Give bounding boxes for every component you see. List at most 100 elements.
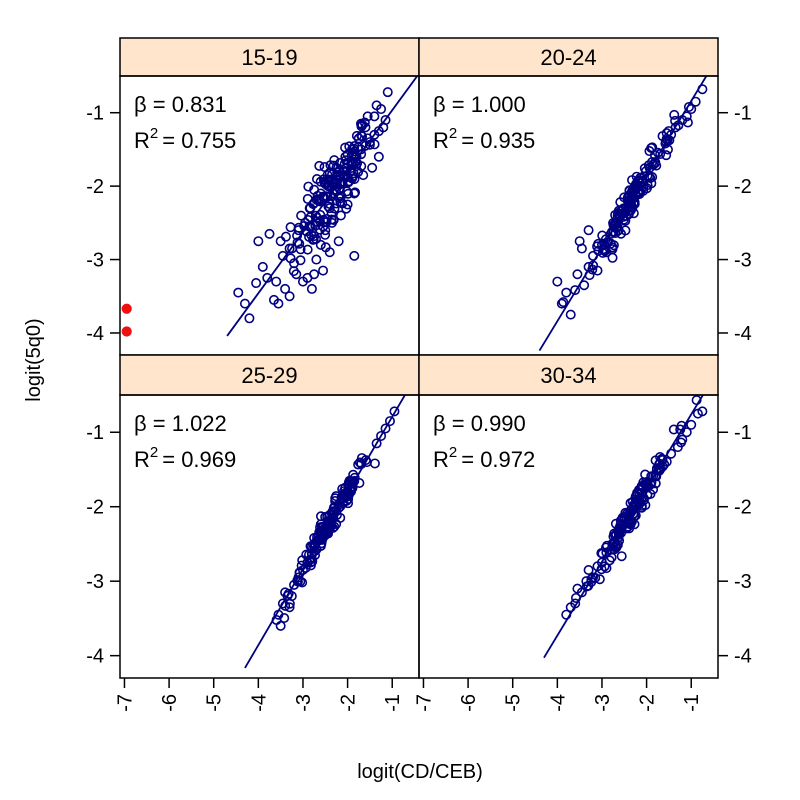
data-point xyxy=(686,104,697,115)
panel-title: 15-19 xyxy=(241,45,297,70)
strip-background xyxy=(119,37,420,77)
strip-background xyxy=(418,354,719,396)
data-point xyxy=(280,231,291,242)
data-point xyxy=(262,272,273,283)
data-point xyxy=(349,250,360,261)
panel-30-34: 30-34 β = 0.990 R2 = 0.972 xyxy=(418,354,719,679)
data-point xyxy=(353,459,364,470)
data-point xyxy=(655,149,666,160)
data-point xyxy=(677,434,688,445)
data-point xyxy=(277,250,288,261)
data-point xyxy=(373,151,384,162)
data-point xyxy=(610,209,621,220)
panel-title: 20-24 xyxy=(540,45,596,70)
data-point xyxy=(608,531,619,542)
data-point xyxy=(358,170,369,181)
data-point xyxy=(558,297,569,308)
data-point xyxy=(661,150,672,161)
data-point xyxy=(352,158,363,169)
data-point xyxy=(588,572,599,583)
data-point xyxy=(681,427,692,438)
data-point xyxy=(627,496,638,507)
data-point xyxy=(556,298,567,309)
data-point xyxy=(389,406,400,417)
data-point xyxy=(302,557,313,568)
data-point xyxy=(647,172,658,183)
data-point xyxy=(331,162,342,173)
data-point xyxy=(634,488,645,499)
data-point xyxy=(355,118,366,129)
panel-frame xyxy=(119,75,420,356)
data-point xyxy=(622,192,633,203)
data-point xyxy=(371,100,382,111)
data-point xyxy=(647,157,658,168)
data-point xyxy=(650,471,661,482)
data-point xyxy=(666,129,677,140)
data-point xyxy=(691,395,702,406)
data-point xyxy=(311,174,322,185)
data-point xyxy=(289,579,300,590)
data-point xyxy=(620,507,631,518)
data-point xyxy=(692,408,703,419)
panel-frame xyxy=(418,394,719,679)
data-point xyxy=(618,214,629,225)
y-tick-label: -1 xyxy=(86,103,104,125)
y-tick-label: -1 xyxy=(734,422,752,444)
data-point xyxy=(322,174,333,185)
axes-layer: -4 -4 -3 -3 -2 -2 -1 -1 -4 -4 -3 -3 -2 -2 -1 -1 -7 -6 -5 -4… xyxy=(86,103,752,712)
data-point xyxy=(596,239,607,250)
data-point xyxy=(592,265,603,276)
data-point xyxy=(348,168,359,179)
data-point xyxy=(342,177,353,188)
data-point xyxy=(624,191,635,202)
data-point xyxy=(376,430,387,441)
data-point xyxy=(295,244,306,255)
data-point xyxy=(264,228,275,239)
data-point xyxy=(369,111,380,122)
data-point xyxy=(309,184,320,195)
y-tick-label: -4 xyxy=(86,646,104,668)
data-point xyxy=(327,509,338,520)
data-point xyxy=(304,203,315,214)
y-tick-label: -4 xyxy=(734,323,752,345)
data-point xyxy=(280,600,291,611)
data-point xyxy=(328,502,339,513)
x-tick-label: -4 xyxy=(248,694,270,712)
data-point xyxy=(380,115,391,126)
data-point xyxy=(349,188,360,199)
data-point xyxy=(579,280,590,291)
data-point xyxy=(641,183,652,194)
data-point xyxy=(342,158,353,169)
data-point xyxy=(257,261,268,272)
data-point xyxy=(608,240,619,251)
data-point xyxy=(601,247,612,258)
data-point xyxy=(296,210,307,221)
data-point xyxy=(697,84,708,95)
x-tick-label: -7 xyxy=(114,694,136,712)
data-point xyxy=(552,276,563,287)
beta-annotation: β = 1.000 xyxy=(433,92,526,117)
strip-background xyxy=(119,354,420,396)
data-point xyxy=(660,136,671,147)
data-point xyxy=(318,221,329,232)
x-tick-label: -3 xyxy=(592,694,614,712)
data-point xyxy=(583,261,594,272)
data-point xyxy=(324,247,335,258)
data-point xyxy=(670,115,681,126)
data-point xyxy=(353,133,364,144)
data-point xyxy=(629,184,640,195)
data-point xyxy=(640,500,651,511)
data-point xyxy=(598,244,609,255)
data-point xyxy=(382,87,393,98)
data-point xyxy=(322,170,333,181)
data-point xyxy=(616,551,627,562)
data-point xyxy=(675,424,686,435)
data-point xyxy=(302,193,313,204)
data-point xyxy=(343,493,354,504)
r2-annotation: R2 = 0.969 xyxy=(134,444,236,472)
y-tick-label: -3 xyxy=(734,250,752,272)
data-point xyxy=(364,137,375,148)
data-point xyxy=(607,252,618,263)
x-tick-label: -4 xyxy=(547,694,569,712)
